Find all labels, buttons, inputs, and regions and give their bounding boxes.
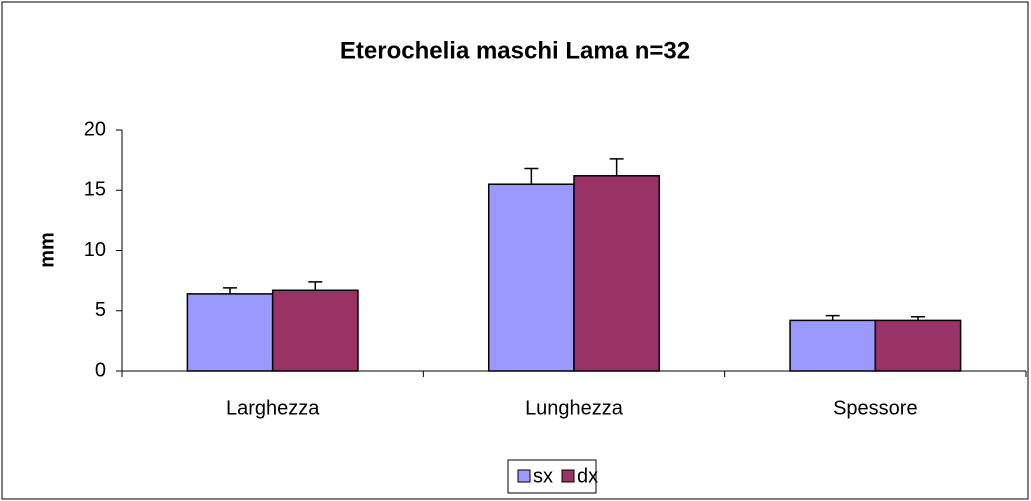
bar [789, 319, 877, 372]
x-tick-label: Spessore [833, 397, 918, 419]
legend-label: sx [533, 465, 553, 487]
y-tick-label: 20 [84, 118, 106, 140]
error-bar [308, 281, 323, 291]
legend-box [507, 459, 597, 494]
y-tick-label: 15 [84, 179, 106, 201]
y-tick-label: 5 [95, 299, 106, 321]
error-bar [910, 316, 925, 321]
bar [487, 183, 575, 372]
bar [271, 289, 359, 372]
y-axis-label: mm [36, 232, 58, 268]
x-tick-label: Lunghezza [525, 397, 624, 419]
y-tick-label: 10 [84, 239, 106, 261]
bar [874, 319, 962, 372]
legend-swatch [561, 469, 575, 483]
error-bar [524, 167, 539, 185]
x-tick-label: Larghezza [226, 397, 320, 419]
bar [573, 175, 661, 372]
error-bar [825, 314, 840, 321]
chart-title: Eterochelia maschi Lama n=32 [340, 37, 690, 64]
error-bar [223, 287, 238, 294]
y-tick-label: 0 [95, 359, 106, 381]
legend-swatch [517, 469, 531, 483]
bar [186, 293, 274, 372]
legend-label: dx [577, 465, 598, 487]
error-bar [609, 158, 624, 176]
